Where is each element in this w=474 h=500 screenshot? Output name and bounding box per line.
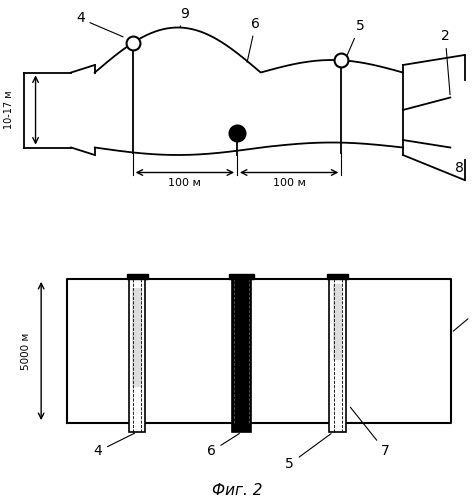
Bar	[329, 279, 346, 432]
Bar	[129, 279, 146, 432]
Bar	[132, 288, 142, 387]
Text: 5: 5	[285, 434, 331, 471]
Bar	[127, 274, 147, 279]
Text: Фиг. 2: Фиг. 2	[212, 483, 262, 498]
Text: 4: 4	[93, 433, 135, 458]
Text: 5000 м: 5000 м	[21, 332, 31, 370]
Text: 9: 9	[180, 6, 189, 28]
Text: 7: 7	[350, 407, 390, 459]
Bar	[229, 274, 255, 279]
Text: 6: 6	[247, 16, 260, 62]
Text: 100 м: 100 м	[168, 178, 201, 188]
Text: 6: 6	[207, 434, 239, 458]
Bar	[232, 279, 251, 432]
Text: 2: 2	[441, 29, 450, 94]
Text: 10-17 м: 10-17 м	[4, 90, 15, 130]
Text: 8: 8	[455, 162, 464, 175]
Text: 2: 2	[453, 304, 474, 331]
Text: 100 м: 100 м	[273, 178, 306, 188]
Text: 5: 5	[347, 19, 364, 55]
Bar	[327, 274, 348, 279]
Bar	[333, 284, 343, 360]
Text: 4: 4	[76, 12, 123, 37]
